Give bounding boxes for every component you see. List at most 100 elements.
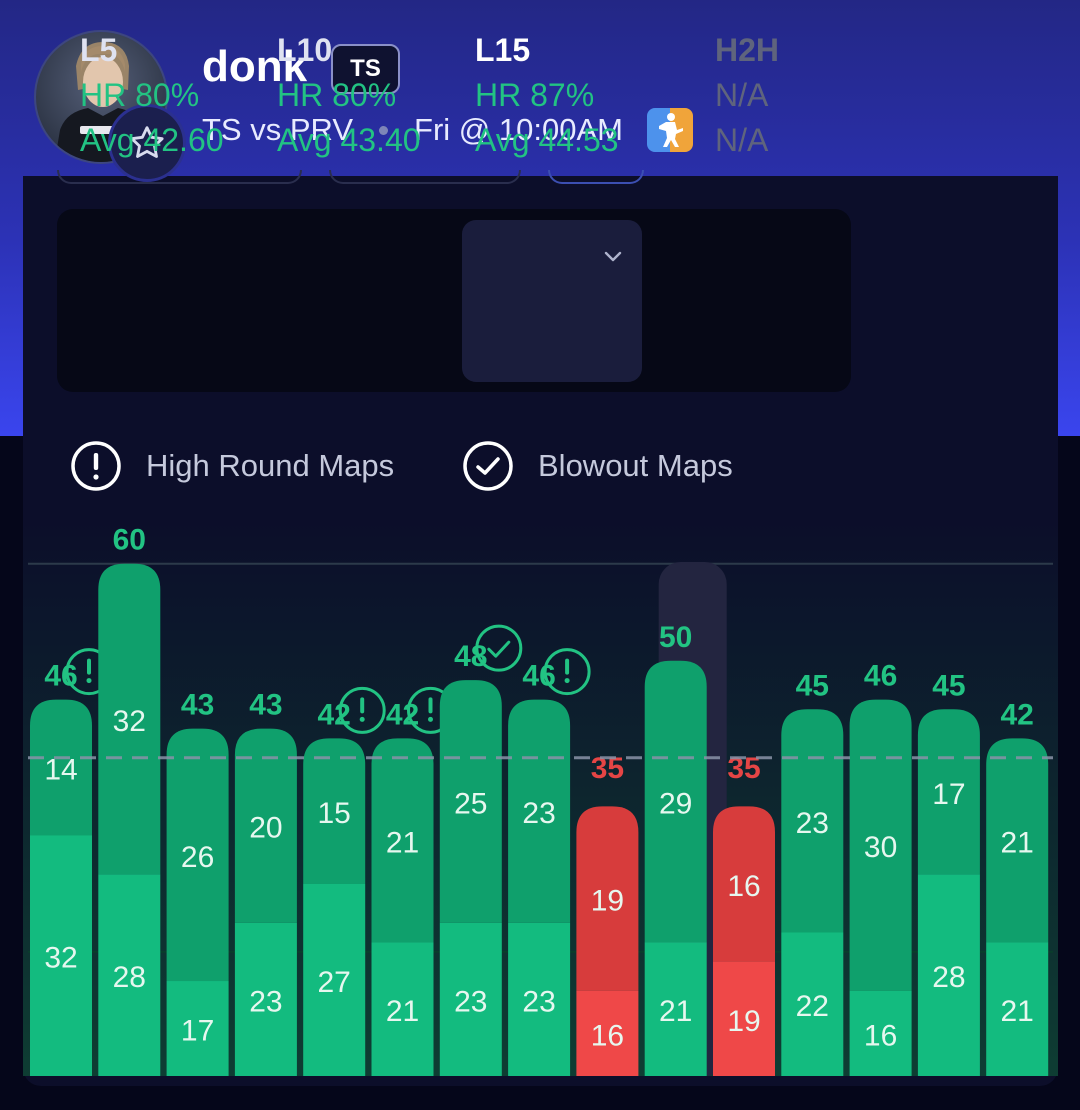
- bar-total-label: 43: [249, 689, 282, 722]
- bar-lower-segment: [98, 874, 161, 1076]
- bar-upper-segment: [371, 738, 434, 943]
- period-label: L5: [80, 32, 118, 68]
- bar-lower-segment: [644, 942, 707, 1076]
- bar-upper-segment: [439, 680, 502, 923]
- bar-upper-segment: [234, 728, 297, 923]
- bar-upper-segment: [30, 699, 92, 836]
- player-name: donk: [202, 42, 308, 91]
- chevron-down-icon[interactable]: [602, 246, 624, 266]
- bar-segment-label: 32: [44, 942, 77, 975]
- stat-panel: [57, 209, 851, 392]
- hit-rate: HR 87%: [475, 77, 595, 113]
- bar-segment-label: 17: [181, 1015, 214, 1048]
- bar-segment-label: 26: [181, 841, 214, 874]
- check-circle-icon: [463, 441, 513, 491]
- match-info: TS vs PRV Fri @ 10:00AM: [202, 108, 693, 152]
- bar-segment-label: 16: [864, 1019, 897, 1052]
- bar-segment-label: 21: [386, 826, 419, 859]
- bar-lower-segment: [371, 942, 434, 1076]
- bar-segment-label: 23: [454, 985, 487, 1018]
- bar-lower-segment: [303, 883, 366, 1076]
- exclamation-mark: [360, 697, 365, 714]
- bar-upper-segment: [576, 806, 639, 991]
- bar-lower-segment: [166, 981, 229, 1076]
- favorite-button[interactable]: [108, 104, 186, 182]
- bar-segment-label: 19: [591, 885, 624, 918]
- exclamation-mark: [565, 658, 570, 675]
- bar-segment-label: 17: [932, 778, 965, 811]
- bar-segment-label: 16: [591, 1019, 624, 1052]
- bar-segment-label: 23: [249, 985, 282, 1018]
- bar-segment-label: 21: [386, 995, 419, 1028]
- bar-total-label: 60: [113, 524, 146, 557]
- bar-segment-label: 32: [113, 705, 146, 738]
- star-outline-icon: [130, 126, 164, 158]
- team-badge: TS: [331, 44, 400, 94]
- bar-upper-segment: [98, 563, 161, 875]
- bar-total-label: 43: [181, 689, 214, 722]
- bar-lower-segment: [917, 874, 980, 1076]
- bar-lower-segment: [30, 835, 92, 1076]
- bar-segment-label: 28: [113, 961, 146, 994]
- match-time: Fri @ 10:00AM: [414, 112, 623, 147]
- player-header: donk TS TS vs PRV Fri @ 10:00AM: [0, 0, 1080, 182]
- period-l15[interactable]: L15 HR 87% Avg 44.53: [475, 28, 619, 163]
- bar-lower-segment: [439, 922, 502, 1076]
- bar-segment-label: 21: [659, 995, 692, 1028]
- average: Avg 42.60: [80, 122, 224, 158]
- period-h2h[interactable]: H2H N/A N/A: [715, 28, 779, 163]
- check-circle-icon: [475, 624, 523, 672]
- period-label: L15: [475, 32, 531, 68]
- bar-total-label: 48: [454, 640, 487, 673]
- period-l5[interactable]: L5 HR 80% Avg 42.60: [80, 28, 224, 163]
- matchup: TS vs PRV: [202, 112, 354, 147]
- bar-lower-segment: [508, 922, 571, 1076]
- bar-lower-segment: [849, 990, 912, 1076]
- legend-blowout[interactable]: Blowout Maps: [462, 438, 733, 494]
- legend-label: Blowout Maps: [538, 448, 733, 483]
- bar-segment-label: 22: [796, 990, 829, 1023]
- bar-lower-segment: [576, 990, 639, 1076]
- hit-rate: N/A: [715, 77, 769, 113]
- bar-segment-label: 23: [522, 985, 555, 1018]
- bar-segment-label: 19: [727, 1005, 760, 1038]
- bar-upper-segment: [986, 738, 1049, 943]
- counter-strike-icon: [646, 108, 693, 152]
- bar-total-label: 46: [864, 660, 897, 693]
- bar-segment-label: 30: [864, 831, 897, 864]
- bar-lower-segment: [986, 942, 1049, 1076]
- bar-segment-label: 15: [318, 797, 351, 830]
- period-label: L10: [277, 32, 333, 68]
- bar-upper-segment: [508, 699, 571, 923]
- period-l10[interactable]: L10 HR 80% Avg 43.40: [277, 28, 421, 163]
- exclamation-mark: [87, 658, 91, 675]
- bar-segment-label: 16: [727, 870, 760, 903]
- bar-lower-segment: [781, 932, 844, 1076]
- legend-high-round[interactable]: High Round Maps: [70, 438, 394, 494]
- hit-rate: HR 80%: [80, 77, 200, 113]
- period-label: H2H: [715, 32, 780, 68]
- average: N/A: [715, 122, 769, 158]
- bar-upper-segment: [644, 660, 707, 943]
- exclamation-dot: [359, 716, 365, 722]
- bar-segment-label: 20: [249, 812, 282, 845]
- bar-upper-segment: [166, 728, 229, 982]
- bar-segment-label: 27: [318, 966, 351, 999]
- average: Avg 43.40: [277, 122, 421, 158]
- average: Avg 44.53: [475, 122, 619, 158]
- bar-total-label: 42: [1001, 698, 1034, 731]
- exclamation-mark: [428, 697, 433, 714]
- bar-upper-segment: [781, 709, 844, 933]
- exclamation-dot: [428, 716, 433, 722]
- bar-total-label: 45: [796, 669, 829, 702]
- selected-period-highlight: [462, 220, 642, 382]
- bar-segment-label: 29: [659, 787, 692, 820]
- separator-dot: [379, 125, 389, 135]
- bar-upper-segment: [713, 806, 775, 962]
- bar-segment-label: 28: [932, 961, 965, 994]
- bar-upper-segment: [849, 699, 912, 991]
- exclamation-circle-icon: [338, 686, 386, 734]
- bar-upper-segment: [917, 709, 980, 875]
- legend-label: High Round Maps: [146, 448, 395, 483]
